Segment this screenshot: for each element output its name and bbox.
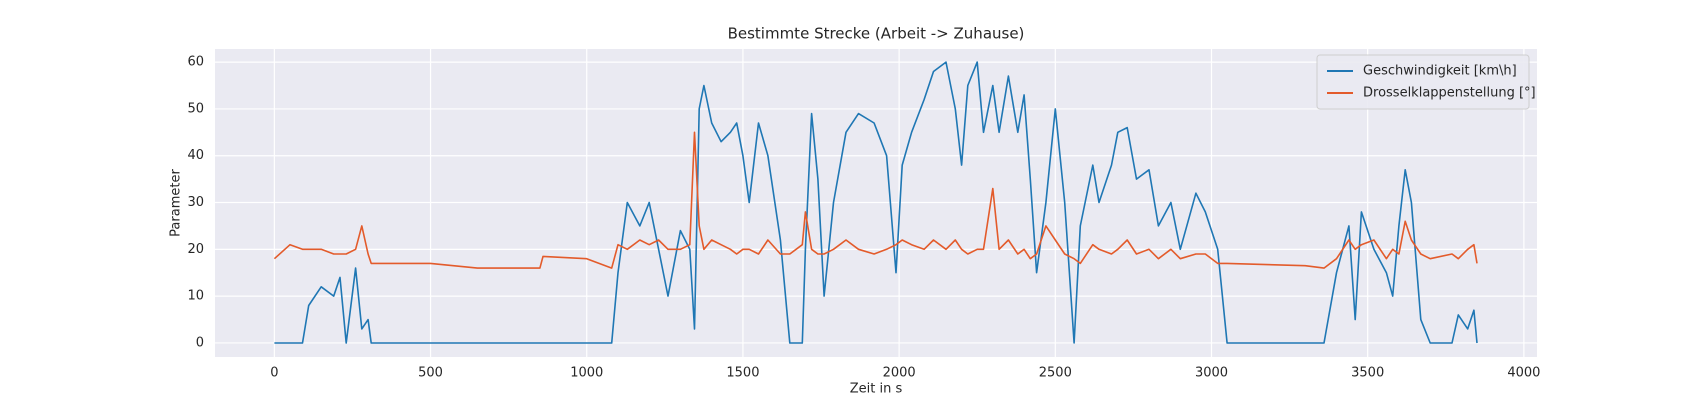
- x-tick-label: 1500: [726, 366, 759, 381]
- x-tick-label: 3500: [1351, 366, 1384, 381]
- y-tick-label: 60: [187, 55, 204, 70]
- y-tick-label: 10: [187, 289, 204, 304]
- x-tick-label: 3000: [1195, 366, 1228, 381]
- x-axis-label: Zeit in s: [850, 382, 903, 397]
- chart-title: Bestimmte Strecke (Arbeit -> Zuhause): [728, 25, 1025, 43]
- data-line: [274, 61, 1478, 344]
- y-tick-label: 20: [187, 242, 204, 257]
- x-tick-label: 2000: [883, 366, 916, 381]
- x-tick-label: 0: [270, 366, 278, 381]
- y-tick-label: 40: [187, 148, 204, 163]
- legend-box: [1316, 54, 1530, 110]
- legend-label: Drosselklappenstellung [°]: [1363, 86, 1536, 101]
- x-tick-label: 2500: [1039, 366, 1072, 381]
- x-tick-label: 4000: [1507, 366, 1540, 381]
- legend-label: Geschwindigkeit [km\h]: [1363, 64, 1517, 79]
- data-line: [273, 131, 1478, 269]
- x-tick-label: 500: [418, 366, 443, 381]
- y-axis-label: Parameter: [169, 169, 184, 237]
- y-tick-label: 30: [187, 195, 204, 210]
- x-tick-label: 1000: [570, 366, 603, 381]
- y-tick-label: 0: [196, 335, 204, 350]
- y-tick-label: 50: [187, 101, 204, 116]
